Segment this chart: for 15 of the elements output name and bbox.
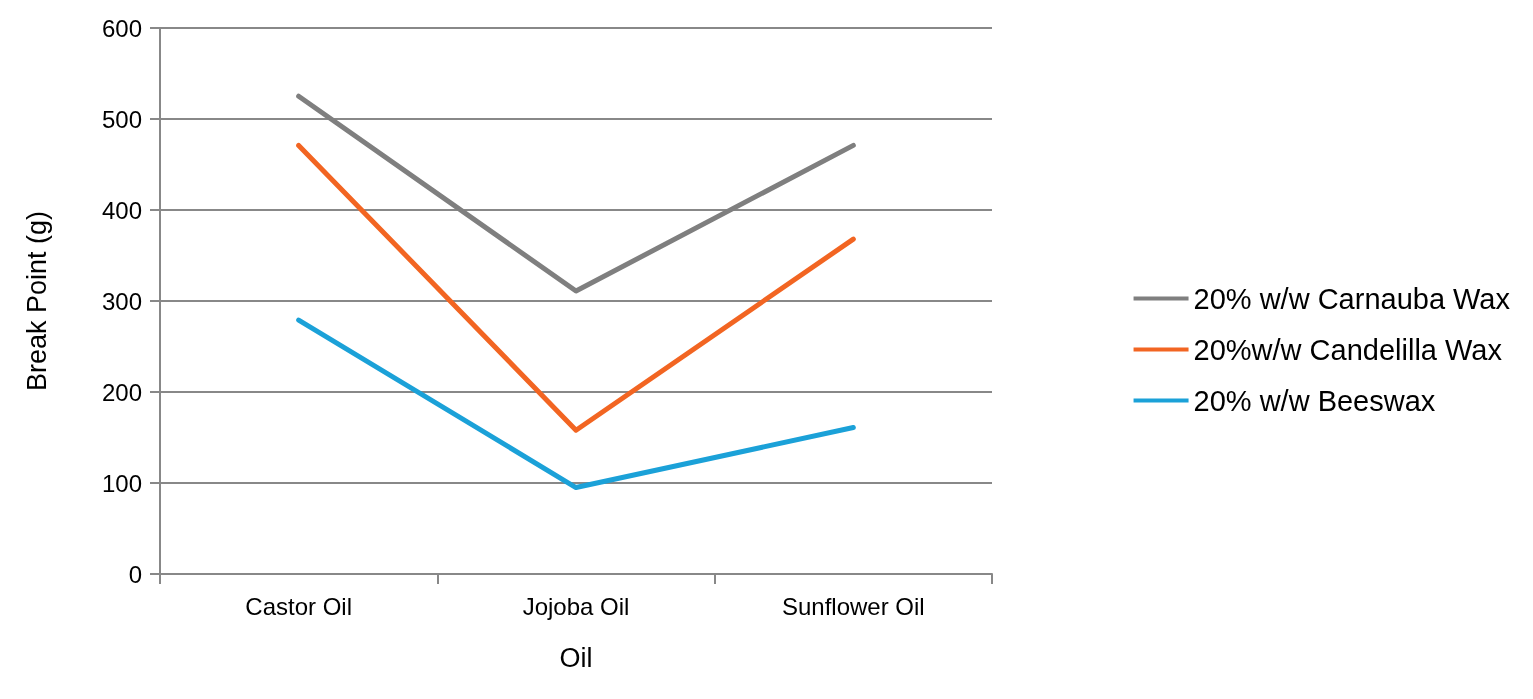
y-tick-label: 100 [101,469,142,497]
y-tick-label: 300 [101,287,142,315]
y-tick-label: 0 [128,560,142,588]
x-tick-label: Sunflower Oil [781,592,925,620]
y-axis-title: Break Point (g) [21,210,52,392]
legend-label: 20% w/w Carnauba Wax [1193,282,1511,315]
y-tick-label: 500 [101,105,142,133]
y-tick-label: 200 [101,378,142,406]
y-tick-label: 400 [101,196,142,224]
x-tick-label: Castor Oil [245,592,353,620]
y-tick-label: 600 [101,14,142,42]
x-tick-label: Jojoba Oil [522,592,630,620]
legend-label: 20%w/w Candelilla Wax [1193,333,1503,366]
legend-label: 20% w/w Beeswax [1193,384,1436,417]
x-axis-title: Oil [559,642,593,673]
